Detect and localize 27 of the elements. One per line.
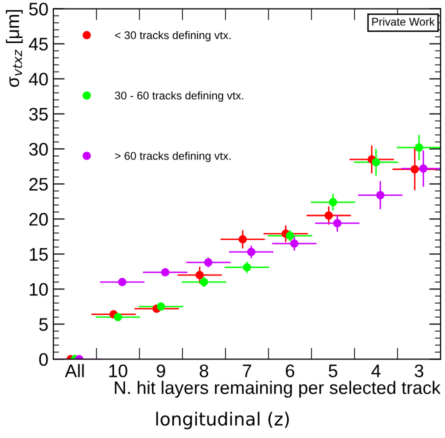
x-tick-label: 5: [328, 364, 338, 378]
x-tick-label: 4: [371, 364, 381, 378]
y-tick-label: 30: [29, 142, 48, 156]
annotation: Private Work: [372, 18, 435, 26]
x-tick-label: All: [64, 364, 84, 378]
legend-label: < 30 tracks defining vtx.: [115, 30, 231, 42]
text: longitudinal (z): [156, 412, 289, 430]
y-axis-title: σ$_{vtxz}$ [μm]: [6, 10, 23, 87]
y-tick-label: 40: [28, 72, 48, 86]
x-tick-label: 6: [286, 364, 294, 378]
x-tick-label: 8: [200, 364, 208, 378]
y-tick-label: 45: [28, 38, 48, 51]
x-axis-title: N. hit layers remaining per selected track: [114, 380, 441, 398]
x-tick-label: 10: [109, 364, 128, 378]
x-tick-label: 3: [414, 364, 424, 378]
y-tick-label: 0: [39, 353, 48, 366]
y-tick-label: 15: [30, 248, 48, 261]
y-tick-label: 35: [29, 108, 48, 121]
legend-label: 30 - 60 tracks defining vtx.: [114, 91, 244, 102]
y-tick-label: 20: [29, 212, 48, 226]
y-tick-label: 25: [29, 178, 48, 191]
y-tick-label: 50: [29, 2, 48, 16]
y-tick-label: 10: [30, 283, 48, 296]
x-tick-label: 9: [156, 364, 166, 378]
y-tick-label: 5: [39, 318, 48, 331]
legend-label: > 60 tracks defining vtx.: [115, 152, 231, 162]
x-tick-label: 7: [242, 364, 252, 378]
